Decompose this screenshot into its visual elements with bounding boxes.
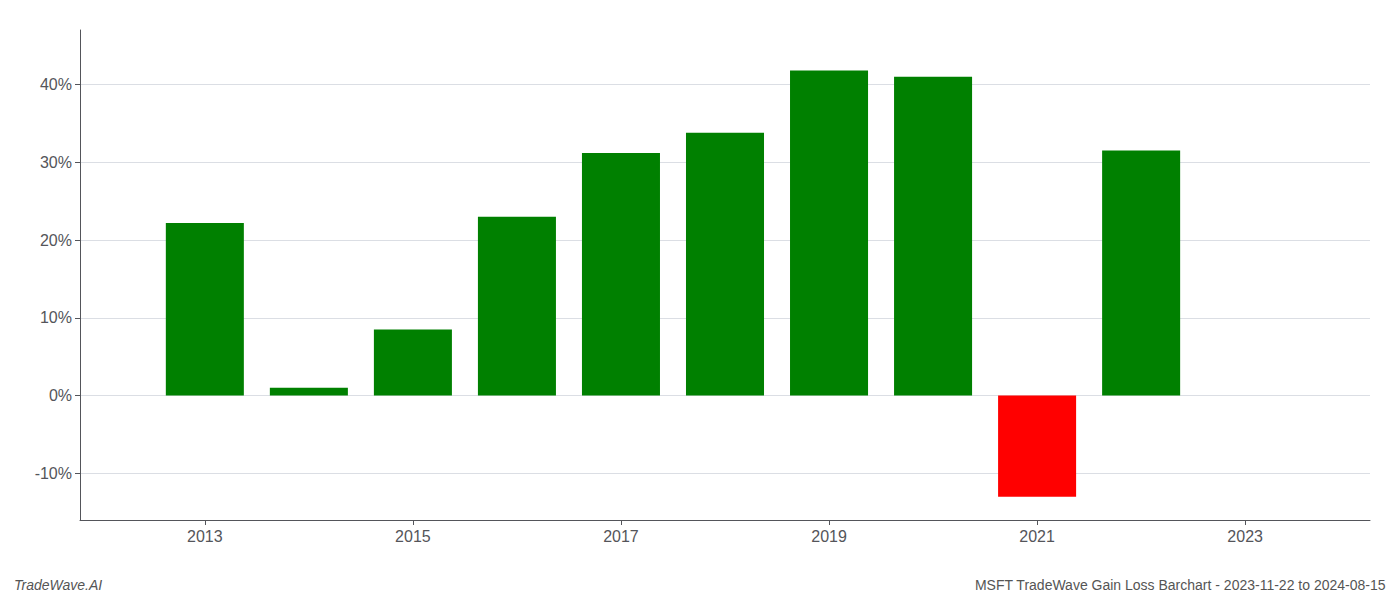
svg-text:2019: 2019 xyxy=(811,528,847,545)
svg-text:2021: 2021 xyxy=(1019,528,1055,545)
svg-text:20%: 20% xyxy=(40,232,72,249)
svg-text:2015: 2015 xyxy=(395,528,431,545)
svg-text:10%: 10% xyxy=(40,309,72,326)
svg-text:2013: 2013 xyxy=(187,528,223,545)
svg-text:TradeWave.AI: TradeWave.AI xyxy=(14,577,102,593)
svg-text:-10%: -10% xyxy=(35,465,72,482)
svg-text:30%: 30% xyxy=(40,154,72,171)
svg-text:0%: 0% xyxy=(49,387,72,404)
svg-text:2023: 2023 xyxy=(1227,528,1263,545)
svg-text:2017: 2017 xyxy=(603,528,639,545)
svg-text:40%: 40% xyxy=(40,76,72,93)
svg-text:MSFT TradeWave Gain Loss Barch: MSFT TradeWave Gain Loss Barchart - 2023… xyxy=(975,577,1386,593)
